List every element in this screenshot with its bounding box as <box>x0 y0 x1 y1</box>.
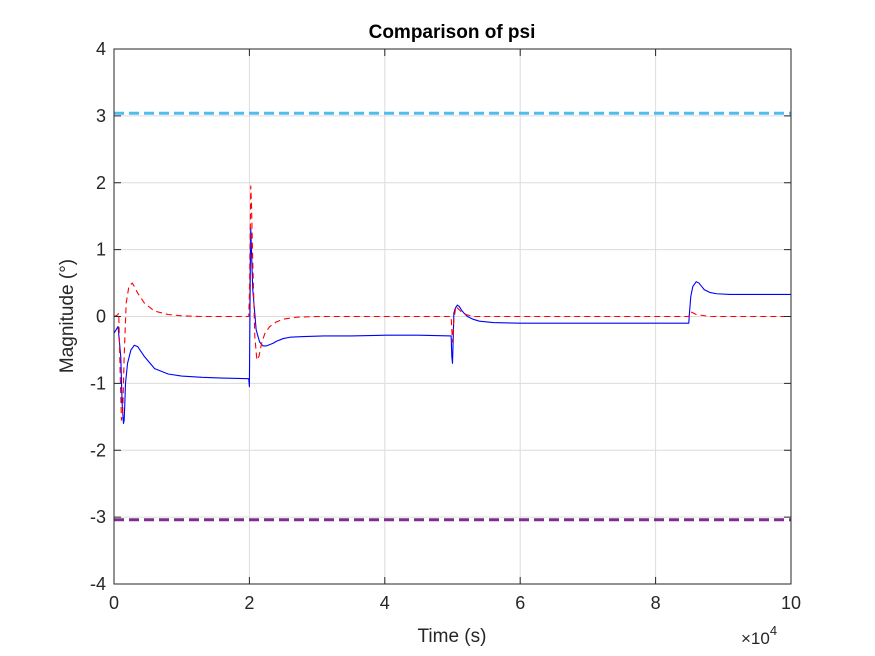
x-tick-label: 4 <box>380 593 390 613</box>
x-tick-label: 6 <box>515 593 525 613</box>
series-line-2 <box>113 185 791 421</box>
y-tick-label: -2 <box>90 440 106 460</box>
y-axis-label: Magnitude (°) <box>57 259 78 373</box>
x-axis-label: Time (s) <box>418 626 487 647</box>
chart-title: Comparison of psi <box>369 22 536 43</box>
y-tick-label: 0 <box>96 307 106 327</box>
x-exponent-base: ×10 <box>741 629 770 648</box>
y-tick-label: -1 <box>90 373 106 393</box>
x-tick-label: 10 <box>781 593 801 613</box>
x-tick-label: 8 <box>651 593 661 613</box>
y-tick-label: 3 <box>96 106 106 126</box>
tick-marks <box>113 48 792 585</box>
y-tick-label: 1 <box>96 240 106 260</box>
y-tick-label: 2 <box>96 173 106 193</box>
x-exponent-label: ×104 <box>741 623 777 648</box>
x-exponent-power: 4 <box>770 623 777 638</box>
x-tick-label: 2 <box>244 593 254 613</box>
series-group <box>113 111 791 522</box>
x-tick-label: 0 <box>109 593 119 613</box>
y-tick-label: -4 <box>90 574 106 594</box>
series-line-1 <box>113 227 791 425</box>
y-tick-label: 4 <box>96 39 106 59</box>
y-tick-label: -3 <box>90 507 106 527</box>
tick-labels: 0 2 4 6 8 10 -4 -3 -2 -1 0 1 2 3 4 <box>90 39 801 613</box>
